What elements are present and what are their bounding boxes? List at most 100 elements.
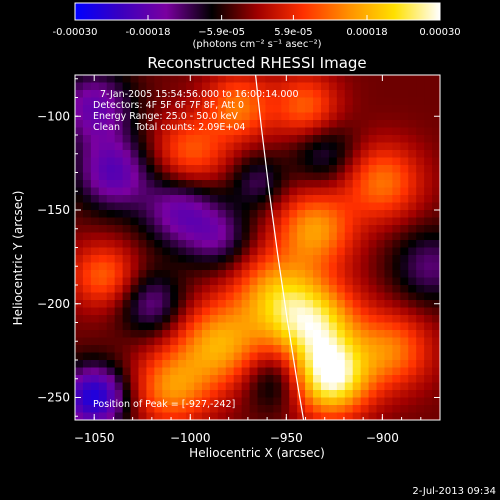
heatmap-cell <box>114 202 124 211</box>
heatmap-cell <box>186 120 195 129</box>
heatmap-cell <box>75 247 84 256</box>
heatmap-cell <box>313 337 322 346</box>
heatmap-cell <box>360 187 370 196</box>
heatmap-cell <box>209 75 219 84</box>
heatmap-cell <box>289 217 298 226</box>
heatmap-cell <box>432 217 440 226</box>
heatmap-cell <box>400 360 409 369</box>
heatmap-cell <box>432 367 440 376</box>
heatmap-cell <box>328 180 338 189</box>
heatmap-cell <box>368 150 378 159</box>
heatmap-cell <box>90 390 100 399</box>
heatmap-cell <box>384 345 393 354</box>
heatmap-cell <box>416 255 425 264</box>
heatmap-cell <box>241 105 251 114</box>
heatmap-cell <box>265 337 274 346</box>
heatmap-cell <box>75 412 84 420</box>
heatmap-cell <box>233 322 243 331</box>
heatmap-cell <box>273 352 282 361</box>
heatmap-cell <box>328 75 338 84</box>
heatmap-cell <box>194 360 203 369</box>
heatmap-cell <box>360 180 370 189</box>
heatmap-cell <box>90 90 100 99</box>
heatmap-cell <box>75 285 84 294</box>
heatmap-cell <box>209 247 219 256</box>
heatmap-cell <box>305 187 314 196</box>
heatmap-cell <box>376 330 386 339</box>
heatmap-cell <box>225 367 235 376</box>
heatmap-cell <box>130 375 140 384</box>
heatmap-cell <box>297 82 306 91</box>
heatmap-cell <box>90 352 100 361</box>
heatmap-cell <box>217 300 227 309</box>
heatmap-cell <box>305 300 314 309</box>
heatmap-cell <box>344 367 354 376</box>
heatmap-cell <box>249 112 259 121</box>
heatmap-cell <box>265 262 274 271</box>
heatmap-cell <box>201 202 211 211</box>
heatmap-cell <box>336 172 346 181</box>
heatmap-cell <box>225 255 235 264</box>
heatmap-cell <box>130 172 140 181</box>
heatmap-cell <box>75 367 84 376</box>
heatmap-cell <box>186 300 195 309</box>
heatmap-cell <box>82 195 92 204</box>
heatmap-cell <box>281 255 290 264</box>
heatmap-cell <box>265 97 274 106</box>
heatmap-cell <box>241 345 251 354</box>
heatmap-cell <box>265 292 274 301</box>
heatmap-cell <box>360 322 370 331</box>
heatmap-cell <box>297 75 306 84</box>
heatmap-cell <box>130 360 140 369</box>
heatmap-cell <box>257 300 267 309</box>
heatmap-cell <box>416 300 425 309</box>
heatmap-cell <box>336 412 346 420</box>
heatmap-cell <box>154 405 163 414</box>
heatmap-cell <box>209 120 219 129</box>
heatmap-cell <box>106 75 116 84</box>
heatmap-cell <box>344 322 354 331</box>
heatmap-cell <box>209 292 219 301</box>
heatmap-cell <box>194 285 203 294</box>
heatmap-cell <box>313 397 322 406</box>
heatmap-cell <box>170 255 179 264</box>
heatmap-cell <box>130 262 140 271</box>
heatmap-cell <box>376 75 386 84</box>
heatmap-cell <box>408 232 417 241</box>
heatmap-cell <box>90 210 100 219</box>
heatmap-cell <box>368 195 378 204</box>
heatmap-cell <box>162 225 171 234</box>
heatmap-cell <box>106 307 116 316</box>
heatmap-cell <box>400 412 409 420</box>
heatmap-cell <box>344 255 354 264</box>
heatmap-cell <box>75 165 84 174</box>
heatmap-cell <box>289 390 298 399</box>
heatmap-cell <box>217 127 227 136</box>
heatmap-cell <box>249 247 259 256</box>
heatmap-cell <box>320 172 330 181</box>
heatmap-cell <box>90 412 100 420</box>
heatmap-cell <box>424 360 433 369</box>
heatmap-cell <box>265 285 274 294</box>
heatmap-cell <box>233 382 243 391</box>
heatmap-cell <box>82 367 92 376</box>
heatmap-cell <box>408 120 417 129</box>
heatmap-cell <box>320 330 330 339</box>
heatmap-cell <box>233 90 243 99</box>
heatmap-cell <box>360 270 370 279</box>
heatmap-cell <box>122 382 132 391</box>
heatmap-cell <box>320 142 330 151</box>
heatmap-cell <box>178 360 187 369</box>
heatmap-cell <box>138 382 148 391</box>
heatmap-cell <box>106 300 116 309</box>
heatmap-cell <box>360 150 370 159</box>
heatmap-cell <box>360 360 370 369</box>
heatmap-cell <box>432 337 440 346</box>
heatmap-cell <box>241 127 251 136</box>
heatmap-cell <box>424 195 433 204</box>
heatmap-cell <box>352 307 362 316</box>
heatmap-cell <box>194 330 203 339</box>
heatmap-cell <box>257 90 267 99</box>
heatmap-cell <box>376 105 386 114</box>
heatmap-cell <box>122 172 132 181</box>
